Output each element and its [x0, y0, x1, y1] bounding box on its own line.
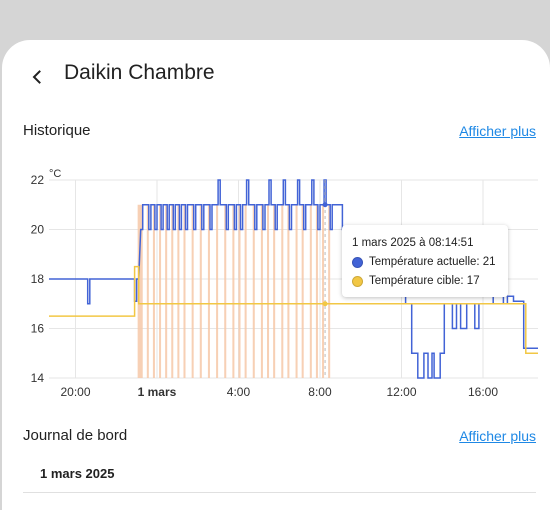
chart-tooltip: 1 mars 2025 à 08:14:51 Température actue…: [342, 225, 508, 297]
heating-span: [238, 204, 241, 378]
heating-span: [207, 204, 210, 378]
x-tick-label: 1 mars: [138, 385, 177, 399]
heating-span: [273, 204, 276, 378]
heating-span: [301, 204, 304, 378]
tooltip-actual-row: Température actuelle: 21: [352, 256, 496, 268]
tooltip-target-label: Température cible: 17: [369, 275, 480, 287]
logbook-show-more-link[interactable]: Afficher plus: [459, 428, 536, 444]
heating-span: [252, 204, 255, 378]
y-tick-label: 16: [31, 322, 45, 336]
tooltip-target-row: Température cible: 17: [352, 275, 480, 287]
heating-span: [177, 204, 180, 378]
heating-span: [146, 204, 149, 378]
heating-span: [165, 204, 168, 378]
tooltip-actual-label: Température actuelle: 21: [369, 256, 496, 268]
heating-span: [232, 204, 235, 378]
heating-span: [171, 204, 174, 378]
heating-span: [328, 204, 331, 378]
actual-legend-dot: [352, 256, 363, 268]
heating-span: [199, 204, 202, 378]
back-button[interactable]: [24, 64, 50, 90]
heating-span: [295, 204, 298, 378]
dialog-title: Daikin Chambre: [64, 61, 215, 84]
heating-span: [315, 204, 318, 378]
y-axis-unit: °C: [49, 168, 61, 180]
x-tick-label: 12:00: [386, 385, 416, 399]
heating-span: [191, 204, 194, 378]
heating-span: [260, 204, 263, 378]
dialog-header: Daikin Chambre: [2, 40, 550, 110]
hover-point-actual: [322, 202, 328, 208]
target-temperature-line: [49, 265, 538, 355]
x-tick-label: 20:00: [60, 385, 90, 399]
heating-span: [159, 204, 162, 378]
history-show-more-link[interactable]: Afficher plus: [459, 123, 536, 139]
heating-span: [224, 204, 227, 378]
heating-span: [322, 204, 325, 378]
y-tick-label: 18: [31, 272, 45, 286]
heating-span: [309, 204, 312, 378]
x-tick-label: 16:00: [468, 385, 498, 399]
logbook-day-heading: 1 mars 2025: [40, 466, 115, 481]
heating-span: [281, 204, 284, 378]
heating-span: [152, 204, 155, 378]
y-tick-label: 20: [31, 223, 45, 237]
hover-point-target: [322, 301, 328, 307]
heating-span: [183, 204, 186, 378]
actual-temperature-line: [49, 179, 538, 379]
arrow-left-icon: [32, 70, 41, 84]
logbook-title: Journal de bord: [23, 427, 128, 444]
heating-span: [137, 204, 143, 378]
heating-span: [287, 204, 290, 378]
y-tick-label: 22: [31, 173, 45, 187]
heating-span: [216, 204, 219, 378]
tooltip-datetime: 1 mars 2025 à 08:14:51: [352, 237, 474, 249]
heating-span: [267, 204, 270, 378]
x-tick-label: 4:00: [227, 385, 251, 399]
heating-span: [244, 204, 247, 378]
y-tick-label: 14: [31, 371, 45, 385]
logbook-divider: [23, 492, 536, 493]
history-title: Historique: [23, 122, 91, 139]
x-tick-label: 8:00: [308, 385, 332, 399]
target-legend-dot: [352, 275, 363, 287]
